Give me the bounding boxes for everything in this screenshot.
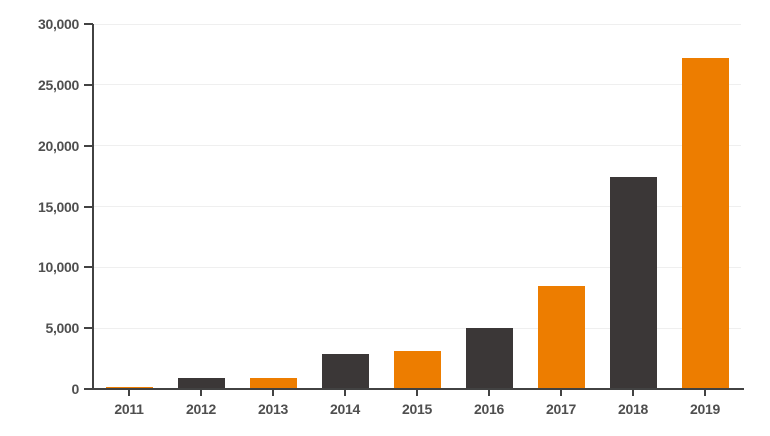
x-axis-label: 2017 [546,401,576,417]
y-axis-label: 25,000 [37,76,79,93]
bar-2012 [177,378,225,389]
gridline [93,206,741,207]
gridline [93,23,741,25]
y-axis-tick [84,266,93,269]
x-axis-label: 2018 [618,401,648,417]
x-axis-label: 2016 [474,401,504,417]
x-axis-tick [128,390,130,396]
bar-2015 [393,351,441,389]
y-axis-tick [84,144,93,147]
x-axis-label: 2012 [186,401,216,417]
y-axis-label: 30,000 [37,16,79,32]
gridline [93,84,741,86]
x-axis-label: 2015 [402,401,432,417]
bar-2014 [321,354,369,389]
x-axis-tick [344,390,346,396]
x-axis-label: 2011 [114,401,144,417]
gridline [93,327,741,329]
y-axis-label: 15,000 [37,198,79,215]
x-axis-tick [704,390,706,396]
y-axis-tick [84,23,93,25]
x-axis-label: 2013 [258,401,288,417]
x-axis-line [84,388,744,390]
bar-2018 [609,177,657,389]
y-axis-label: 5,000 [45,320,79,337]
y-axis-label: 10,000 [37,259,79,276]
bar-2017 [537,286,585,389]
x-axis-tick [488,390,490,396]
y-axis-tick [84,388,93,390]
y-axis-line [92,24,94,389]
x-axis-tick [632,390,634,396]
x-axis-label: 2014 [330,401,360,417]
gridline [93,266,741,268]
y-axis-tick [84,83,93,86]
x-axis-tick [560,390,562,396]
bar-2013 [249,378,297,389]
y-axis-tick [84,205,93,208]
bar-2016 [465,328,513,389]
bar-2019 [681,58,729,389]
y-axis-label: 20,000 [37,137,79,154]
x-axis-tick [416,390,418,396]
gridline [93,145,741,147]
x-axis-tick [200,390,202,396]
y-axis-label: 0 [71,381,80,397]
y-axis-tick [84,327,93,330]
x-axis-label: 2019 [690,401,720,417]
x-axis-tick [272,390,274,396]
